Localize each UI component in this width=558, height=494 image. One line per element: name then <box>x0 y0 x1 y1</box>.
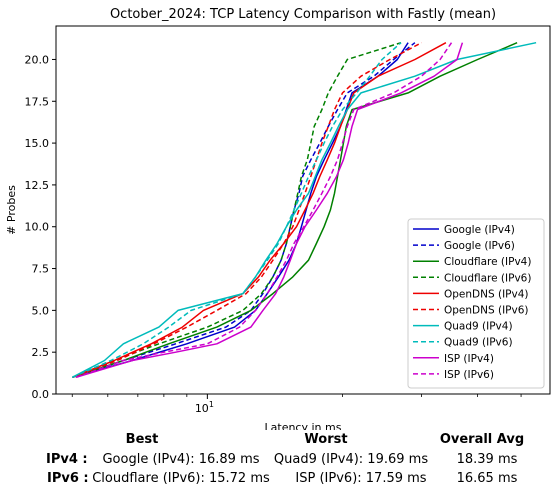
summary-row-ipv6-best: Cloudflare (IPv6): 15.72 ms <box>92 471 270 486</box>
legend-label: Cloudflare (IPv4) <box>444 256 531 268</box>
x-tick-exponent: 1 <box>209 400 214 409</box>
summary-header-best: Best <box>125 432 159 447</box>
legend-label: Quad9 (IPv6) <box>444 337 513 349</box>
summary-row-ipv6-worst: ISP (IPv6): 17.59 ms <box>295 471 427 486</box>
legend-label: Cloudflare (IPv6) <box>444 272 531 284</box>
y-tick-label: 12.5 <box>25 179 50 192</box>
legend-label: Google (IPv6) <box>444 240 515 252</box>
summary-header-worst: Worst <box>304 432 348 447</box>
chart: October_2024: TCP Latency Comparison wit… <box>5 7 551 430</box>
legend-label: OpenDNS (IPv6) <box>444 305 529 317</box>
legend-box <box>407 218 545 389</box>
summary-row-ipv4-worst: Quad9 (IPv4): 19.69 ms <box>273 452 429 467</box>
y-tick-label: 0.0 <box>32 388 50 401</box>
y-tick-label: 10.0 <box>25 221 50 234</box>
y-tick-label: 2.5 <box>32 346 50 359</box>
x-tick-label: 101 <box>195 400 214 415</box>
legend-label: ISP (IPv4) <box>444 353 494 365</box>
summary-row-ipv6-label: IPv6 : <box>47 471 89 486</box>
legend-label: Google (IPv4) <box>444 224 515 236</box>
legend-label: ISP (IPv6) <box>444 369 494 381</box>
plot-frame <box>55 25 551 395</box>
summary-row-ipv4-best: Google (IPv4): 16.89 ms <box>102 452 260 467</box>
series-line-1 <box>72 42 416 379</box>
x-axis-label: Latency in ms <box>265 421 342 430</box>
y-tick-label: 7.5 <box>32 263 50 276</box>
y-tick-label: 20.0 <box>25 53 50 66</box>
legend: Google (IPv4) Google (IPv6) Cloudflare (IP… <box>407 218 545 389</box>
summary-row-ipv4-overall: 18.39 ms <box>456 452 518 467</box>
series-line-6 <box>71 41 537 378</box>
chart-title: October_2024: TCP Latency Comparison wit… <box>110 7 496 22</box>
series-line-8 <box>75 42 464 379</box>
y-tick-label: 15.0 <box>25 137 50 150</box>
series-line-2 <box>72 42 518 379</box>
y-tick-label: 17.5 <box>25 95 50 108</box>
x-axis: 101 <box>71 394 522 415</box>
series-line-5 <box>72 42 422 379</box>
legend-label: Quad9 (IPv4) <box>444 321 513 333</box>
series-line-9 <box>75 42 453 379</box>
legend-label: OpenDNS (IPv4) <box>444 288 529 300</box>
series-line-0 <box>72 42 409 379</box>
y-tick-label: 5.0 <box>32 304 50 317</box>
series-line-7 <box>72 42 402 378</box>
summary-table: Best Worst Overall Avg IPv4 : Google (IP… <box>0 430 558 494</box>
y-axis-label: # Probes <box>5 185 18 235</box>
summary-row-ipv6-overall: 16.65 ms <box>456 471 518 486</box>
series-line-4 <box>72 42 447 378</box>
summary-header-overall: Overall Avg <box>439 432 525 447</box>
y-axis: 0.0 2.5 5.0 7.5 10.0 12.5 15.0 17.5 20.0 <box>25 53 56 401</box>
summary-row-ipv4-label: IPv4 : <box>46 452 88 467</box>
